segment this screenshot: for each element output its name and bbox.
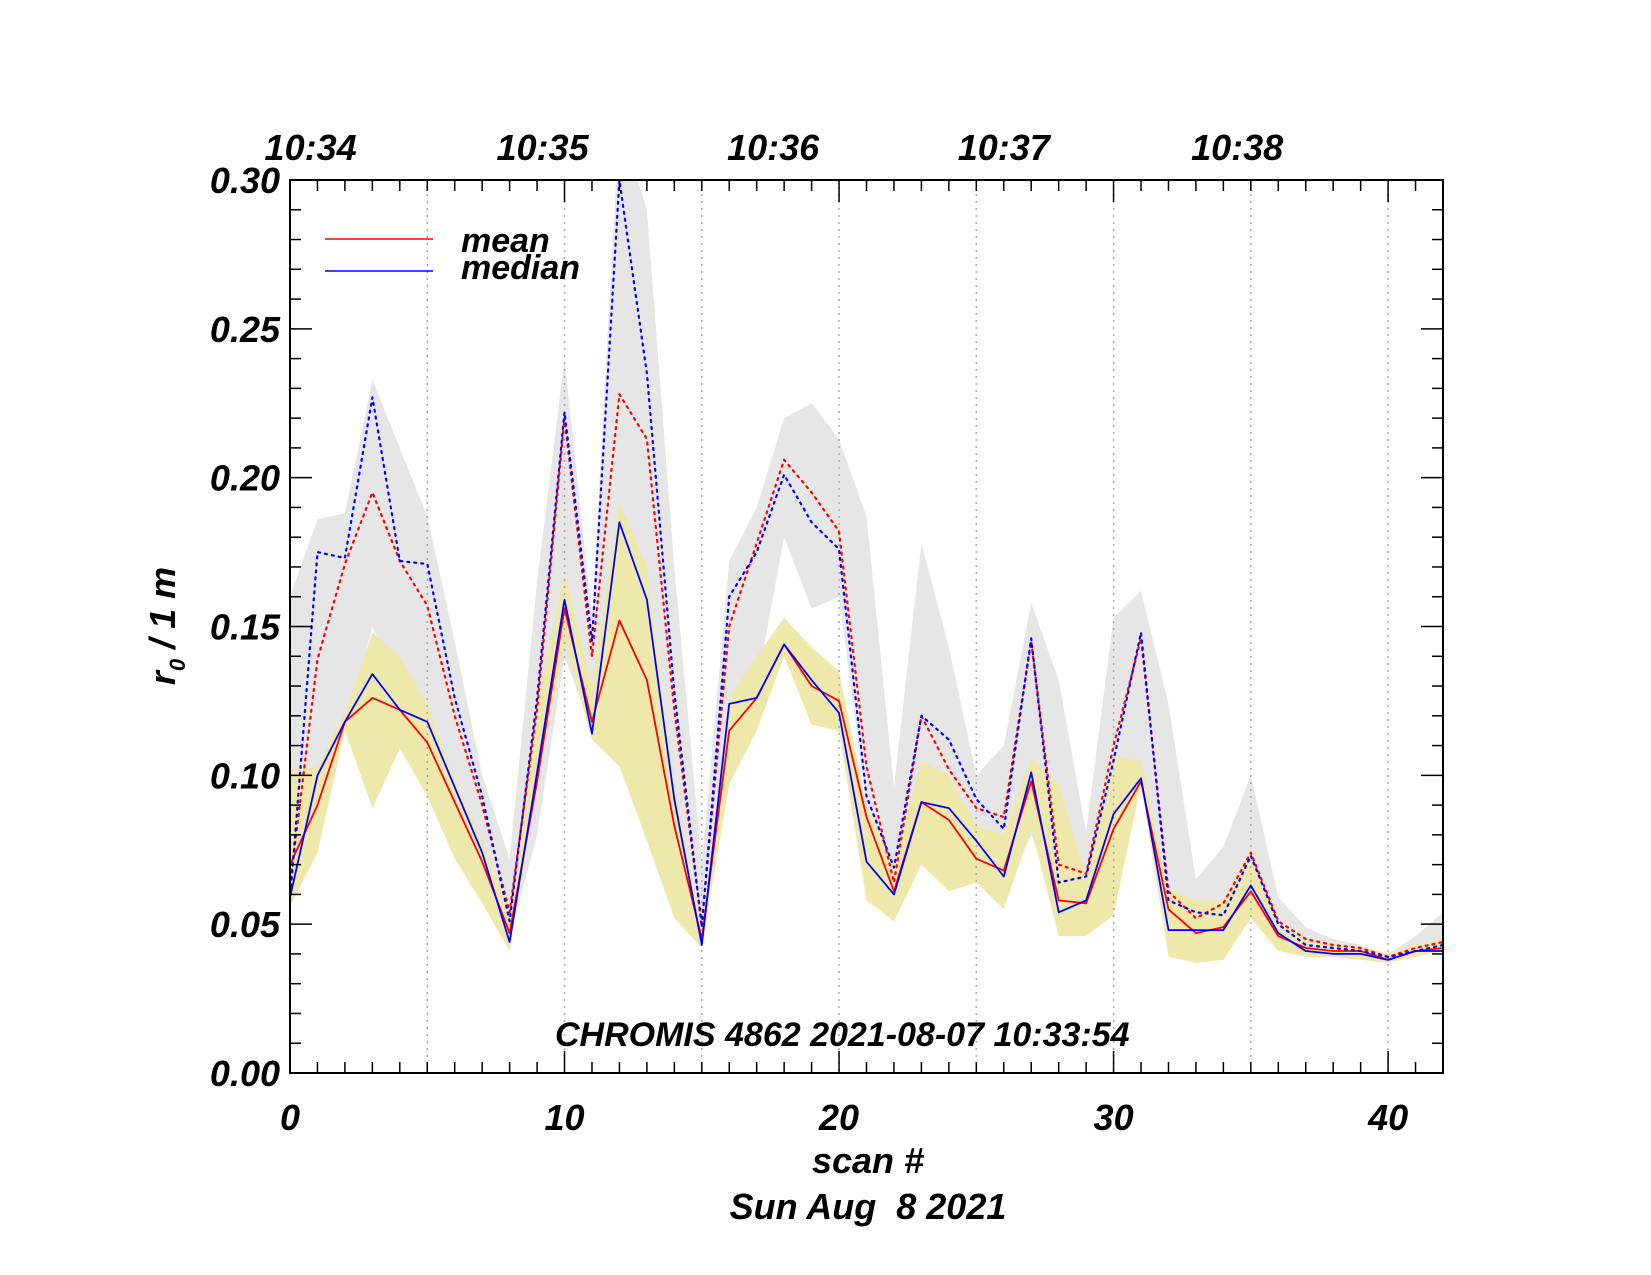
x-tick-label: 30 bbox=[1094, 1097, 1134, 1138]
tick-labels: 0 10 20 30 400.000.050.100.150.200.250.3010:… bbox=[210, 127, 1408, 1138]
axis-ticks bbox=[289, 179, 1444, 1074]
series-mean-dotted-line bbox=[290, 393, 1443, 959]
legend-mean-label: mean bbox=[461, 222, 550, 260]
y-tick-label: 0.25 bbox=[210, 309, 281, 350]
y-tick-label: 0.15 bbox=[210, 607, 281, 648]
x-axis-label: scan # bbox=[812, 1140, 924, 1181]
top-time-label: 10:37 bbox=[958, 127, 1052, 168]
y-tick-label: 0.30 bbox=[210, 160, 280, 201]
x-axis-date-label: Sun Aug 8 2021 bbox=[730, 1186, 1007, 1227]
series-median-dotted-line bbox=[290, 180, 1443, 959]
x-tick-label: 40 bbox=[1367, 1097, 1408, 1138]
legend: mean median bbox=[325, 222, 580, 287]
x-tick-label: 10 bbox=[545, 1097, 585, 1138]
y-tick-label: 0.00 bbox=[210, 1053, 280, 1094]
y-tick-label: 0.20 bbox=[210, 458, 280, 499]
top-time-label: 10:38 bbox=[1191, 127, 1283, 168]
y-axis-label: r0 / 1 m bbox=[142, 567, 190, 685]
chart-annotation: CHROMIS 4862 2021-08-07 10:33:54 bbox=[555, 1016, 1130, 1054]
series-mean-solid-line bbox=[290, 607, 1443, 961]
top-time-label: 10:35 bbox=[497, 127, 590, 168]
y-tick-label: 0.10 bbox=[210, 755, 280, 796]
top-time-label: 10:36 bbox=[727, 127, 820, 168]
y-axis-label-subscript: 0 bbox=[165, 658, 190, 671]
x-tick-label: 0 bbox=[280, 1097, 300, 1138]
outer-range-band bbox=[290, 180, 1443, 957]
y-axis-label-main: r bbox=[142, 669, 183, 685]
x-tick-label: 20 bbox=[818, 1097, 859, 1138]
series-lines bbox=[290, 180, 1443, 961]
vertical-gridlines bbox=[426, 180, 1389, 1073]
y-tick-label: 0.05 bbox=[210, 904, 281, 945]
y-axis-label-rest: / 1 m bbox=[142, 567, 183, 659]
legend-median-label: median bbox=[461, 249, 580, 287]
series-median-solid-line bbox=[290, 521, 1443, 961]
top-time-label: 10:34 bbox=[265, 127, 357, 168]
